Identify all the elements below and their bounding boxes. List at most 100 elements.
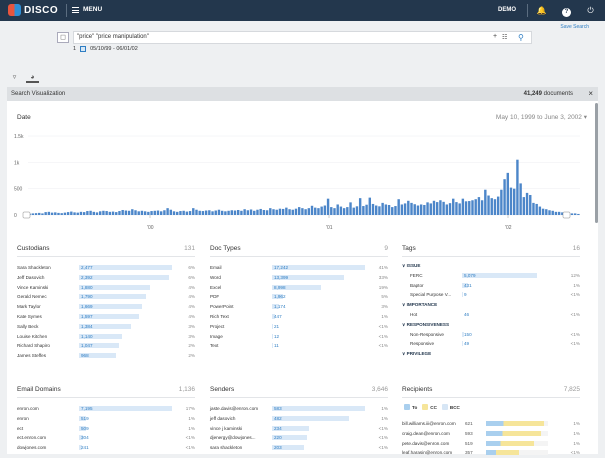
date-bar[interactable]: [519, 183, 522, 215]
date-bar[interactable]: [314, 207, 317, 215]
date-bar[interactable]: [516, 159, 519, 215]
date-bar[interactable]: [391, 207, 394, 215]
date-bar[interactable]: [378, 206, 381, 215]
date-bar[interactable]: [490, 198, 493, 215]
range-handle[interactable]: [22, 211, 31, 219]
help-icon[interactable]: ?: [561, 5, 572, 17]
date-bar[interactable]: [407, 200, 410, 215]
tag-row[interactable]: ∨ IMPORTANCE: [402, 300, 580, 310]
list-item[interactable]: ect 509 1%: [17, 424, 195, 434]
list-item[interactable]: Text 11 <1%: [210, 341, 388, 351]
date-bar[interactable]: [230, 210, 233, 215]
date-bar[interactable]: [381, 202, 384, 215]
list-item[interactable]: djenergy@dowjones... 220 <1%: [210, 433, 388, 443]
date-bar[interactable]: [285, 207, 288, 215]
date-bar[interactable]: [496, 196, 500, 215]
date-bar[interactable]: [310, 205, 314, 215]
date-bar[interactable]: [545, 209, 548, 215]
date-bar[interactable]: [140, 210, 144, 215]
date-bar[interactable]: [198, 210, 201, 215]
date-bar[interactable]: [92, 211, 95, 215]
date-bar[interactable]: [50, 212, 54, 215]
date-bar[interactable]: [137, 211, 140, 215]
date-bar[interactable]: [416, 205, 420, 215]
date-bar[interactable]: [179, 211, 182, 215]
date-bar[interactable]: [336, 204, 339, 215]
date-bar[interactable]: [262, 209, 266, 215]
date-bar[interactable]: [169, 209, 173, 215]
date-bar[interactable]: [362, 206, 365, 215]
date-bar[interactable]: [570, 213, 574, 215]
list-item[interactable]: enron 519 1%: [17, 414, 195, 424]
date-bar[interactable]: [368, 197, 371, 215]
date-bar[interactable]: [73, 212, 76, 215]
date-bar[interactable]: [134, 210, 137, 215]
date-bar[interactable]: [365, 204, 368, 215]
recipient-row[interactable]: craig.dean@enron.com 593 1%: [402, 429, 580, 439]
date-bar[interactable]: [86, 211, 89, 215]
date-bar[interactable]: [256, 209, 259, 215]
tag-row[interactable]: Non-Responsive 150 <1%: [402, 330, 580, 340]
date-bar[interactable]: [474, 199, 477, 215]
date-bar[interactable]: [99, 211, 102, 215]
logout-icon[interactable]: ⏻: [587, 6, 594, 15]
date-bar[interactable]: [166, 208, 169, 215]
date-bar[interactable]: [480, 200, 484, 215]
date-bar[interactable]: [288, 209, 291, 215]
date-bar[interactable]: [275, 209, 278, 215]
list-item[interactable]: Louise Kitchen 1,140 3%: [17, 332, 195, 342]
date-bar[interactable]: [397, 199, 400, 215]
date-bar[interactable]: [227, 210, 230, 215]
date-bar[interactable]: [432, 200, 436, 215]
date-bar[interactable]: [346, 207, 349, 215]
date-bar[interactable]: [127, 210, 131, 215]
date-bar[interactable]: [503, 179, 506, 215]
date-bar[interactable]: [240, 210, 243, 215]
list-item[interactable]: ect.enron.com 304 <1%: [17, 433, 195, 443]
date-bar[interactable]: [188, 211, 192, 215]
date-bar[interactable]: [525, 192, 529, 215]
date-bar[interactable]: [471, 200, 474, 215]
date-bar[interactable]: [535, 203, 538, 215]
date-bar[interactable]: [253, 210, 256, 215]
date-bar[interactable]: [301, 208, 304, 215]
date-bar[interactable]: [538, 206, 542, 215]
date-bar[interactable]: [551, 210, 554, 215]
date-bar[interactable]: [79, 211, 83, 215]
list-item[interactable]: jaste.davis@enron.com 583 1%: [210, 404, 388, 414]
date-bar[interactable]: [349, 202, 352, 215]
date-bar[interactable]: [192, 208, 195, 215]
date-bar[interactable]: [66, 212, 70, 215]
date-bar[interactable]: [217, 209, 221, 215]
calendar-icon[interactable]: [80, 46, 87, 52]
date-bar[interactable]: [317, 208, 320, 215]
date-bar[interactable]: [529, 194, 532, 215]
date-bar[interactable]: [38, 212, 41, 215]
date-bar[interactable]: [403, 203, 407, 215]
date-bar[interactable]: [70, 211, 73, 215]
date-bar[interactable]: [326, 198, 330, 215]
date-bar[interactable]: [458, 203, 461, 215]
date-bar[interactable]: [233, 210, 237, 215]
date-bar[interactable]: [294, 208, 298, 215]
date-bar[interactable]: [291, 209, 294, 215]
date-bar[interactable]: [249, 209, 253, 215]
date-bar[interactable]: [76, 212, 79, 215]
date-bar[interactable]: [243, 209, 246, 215]
date-bar[interactable]: [577, 213, 580, 215]
date-bar[interactable]: [464, 201, 468, 215]
date-range-dropdown[interactable]: May 10, 1999 to June 3, 2002 ▾: [495, 114, 587, 121]
close-icon[interactable]: ×: [588, 89, 593, 98]
tag-row[interactable]: ∨ RESPONSIVENESS: [402, 320, 580, 330]
date-bar[interactable]: [541, 208, 545, 215]
date-bar[interactable]: [124, 210, 128, 215]
date-bar[interactable]: [297, 207, 301, 215]
list-item[interactable]: Richard Shapiro 1,047 2%: [17, 341, 195, 351]
date-bar[interactable]: [468, 201, 471, 215]
list-item[interactable]: PowerPoint 1,174 3%: [210, 302, 388, 312]
date-bar[interactable]: [281, 208, 285, 215]
list-item[interactable]: jeff dasovich 482 1%: [210, 414, 388, 424]
date-bar[interactable]: [554, 211, 558, 215]
date-bar[interactable]: [259, 208, 262, 215]
date-bar[interactable]: [394, 206, 397, 215]
